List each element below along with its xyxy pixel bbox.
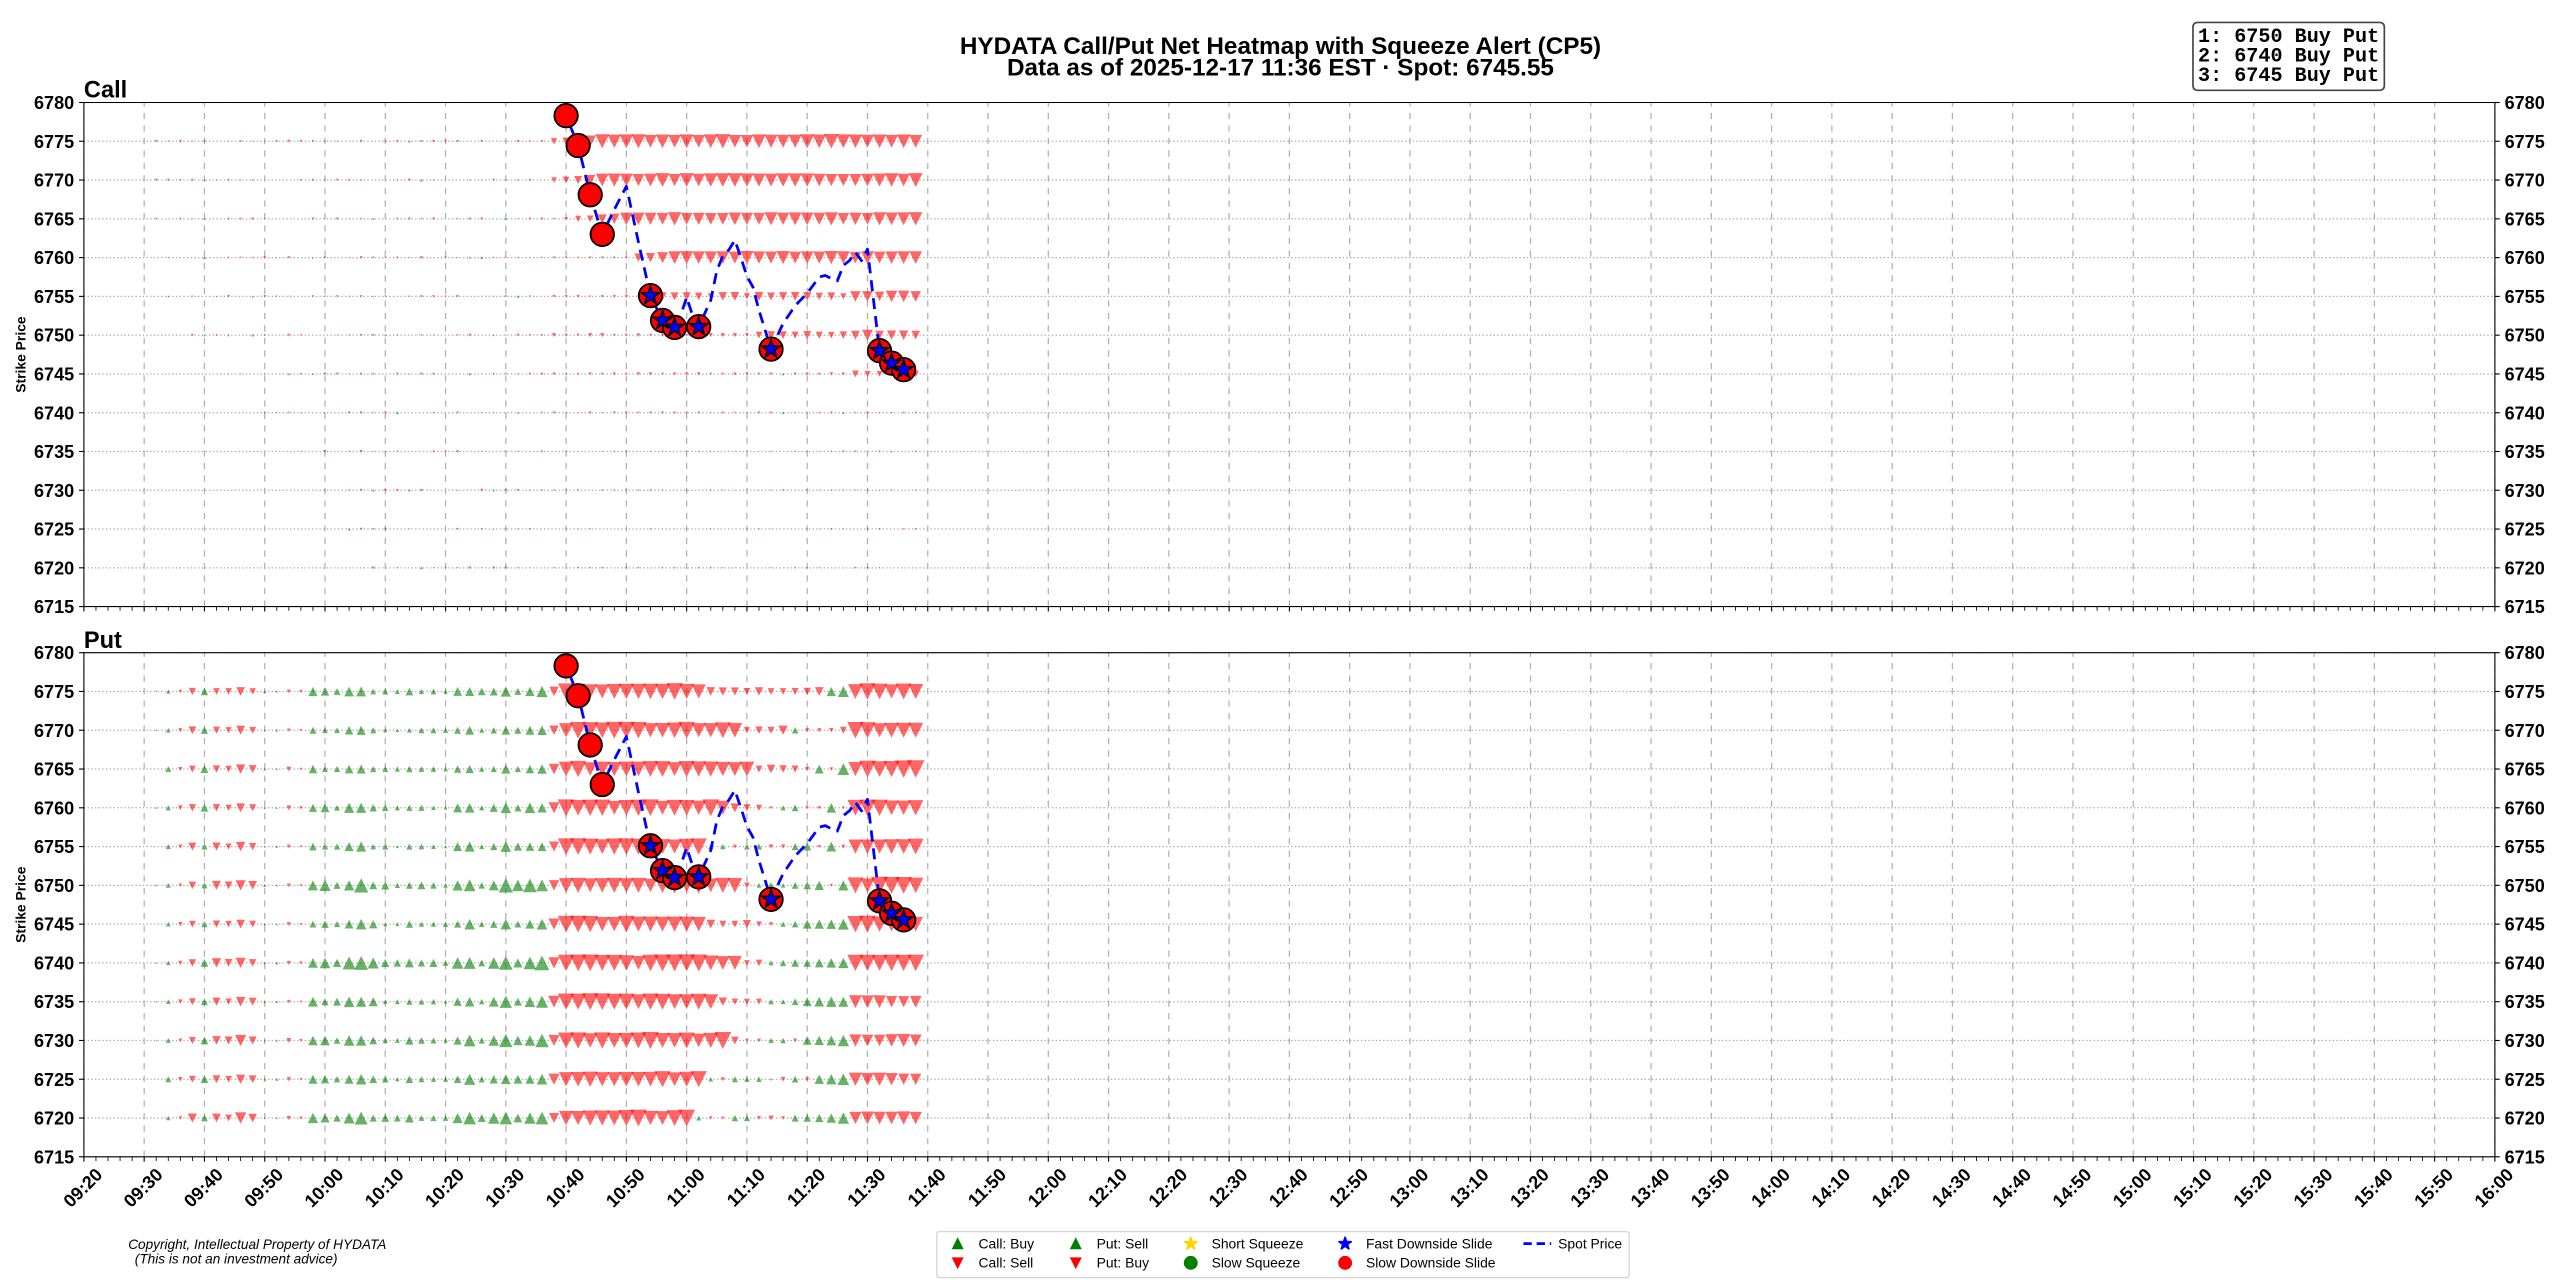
svg-text:6730: 6730	[34, 481, 74, 501]
svg-text:Slow Squeeze: Slow Squeeze	[1212, 1255, 1301, 1271]
svg-text:6780: 6780	[34, 643, 74, 663]
svg-text:6780: 6780	[34, 93, 74, 113]
svg-text:6725: 6725	[2505, 1070, 2545, 1090]
svg-text:Data as of 2025-12-17 11:36 ES: Data as of 2025-12-17 11:36 EST · Spot: …	[1007, 55, 1554, 82]
svg-text:6765: 6765	[34, 209, 74, 229]
svg-text:6760: 6760	[34, 798, 74, 818]
svg-text:3: 6745 Buy Put: 3: 6745 Buy Put	[2198, 65, 2379, 88]
svg-text:6735: 6735	[2505, 442, 2545, 462]
svg-text:6760: 6760	[34, 248, 74, 268]
svg-text:6745: 6745	[2505, 364, 2545, 384]
svg-text:6740: 6740	[2505, 403, 2545, 423]
svg-text:6750: 6750	[34, 876, 74, 896]
svg-text:6735: 6735	[34, 992, 74, 1012]
svg-text:6755: 6755	[2505, 837, 2545, 857]
svg-text:6730: 6730	[34, 1031, 74, 1051]
svg-text:6715: 6715	[2505, 1147, 2545, 1167]
svg-text:6720: 6720	[34, 1109, 74, 1129]
svg-text:Put: Put	[84, 628, 122, 654]
svg-text:Fast Downside Slide: Fast Downside Slide	[1366, 1236, 1493, 1252]
svg-text:6725: 6725	[34, 520, 74, 540]
svg-text:6740: 6740	[34, 953, 74, 973]
svg-text:6755: 6755	[34, 837, 74, 857]
svg-text:Put: Buy: Put: Buy	[1097, 1255, 1150, 1271]
svg-text:6745: 6745	[34, 364, 74, 384]
svg-text:6720: 6720	[34, 558, 74, 578]
svg-text:Slow Downside Slide: Slow Downside Slide	[1366, 1255, 1496, 1271]
svg-text:6760: 6760	[2505, 798, 2545, 818]
svg-text:Strike Price: Strike Price	[13, 866, 29, 943]
svg-text:Strike Price: Strike Price	[13, 316, 29, 393]
svg-text:Call: Buy: Call: Buy	[979, 1236, 1035, 1252]
svg-text:6720: 6720	[2505, 1109, 2545, 1129]
svg-text:6770: 6770	[2505, 171, 2545, 191]
svg-text:Spot Price: Spot Price	[1558, 1236, 1622, 1252]
svg-text:6755: 6755	[2505, 287, 2545, 307]
svg-text:6765: 6765	[2505, 760, 2545, 780]
svg-text:2: 6740 Buy Put: 2: 6740 Buy Put	[2198, 46, 2379, 69]
svg-text:(This is not an investment adv: (This is not an investment advice)	[135, 1251, 338, 1266]
svg-text:6725: 6725	[2505, 520, 2545, 540]
svg-text:6750: 6750	[2505, 876, 2545, 896]
svg-text:6745: 6745	[2505, 915, 2545, 935]
svg-text:6745: 6745	[34, 915, 74, 935]
svg-text:6760: 6760	[2505, 248, 2545, 268]
svg-text:6765: 6765	[2505, 209, 2545, 229]
svg-text:6750: 6750	[34, 326, 74, 346]
svg-text:6735: 6735	[34, 442, 74, 462]
svg-text:6770: 6770	[34, 171, 74, 191]
svg-text:6770: 6770	[34, 721, 74, 741]
svg-text:6715: 6715	[34, 597, 74, 617]
svg-text:1: 6750 Buy Put: 1: 6750 Buy Put	[2198, 26, 2379, 49]
svg-text:6780: 6780	[2505, 643, 2545, 663]
svg-text:6755: 6755	[34, 287, 74, 307]
svg-text:6725: 6725	[34, 1070, 74, 1090]
svg-text:Short Squeeze: Short Squeeze	[1212, 1236, 1304, 1252]
svg-text:6750: 6750	[2505, 326, 2545, 346]
svg-text:HYDATA Call/Put Net Heatmap wi: HYDATA Call/Put Net Heatmap with Squeeze…	[960, 33, 1601, 60]
svg-text:6740: 6740	[34, 403, 74, 423]
svg-text:Call: Sell: Call: Sell	[979, 1255, 1034, 1271]
svg-text:6720: 6720	[2505, 558, 2545, 578]
svg-text:6715: 6715	[34, 1147, 74, 1167]
svg-text:6780: 6780	[2505, 93, 2545, 113]
svg-text:6770: 6770	[2505, 721, 2545, 741]
svg-text:6775: 6775	[2505, 682, 2545, 702]
svg-text:6715: 6715	[2505, 597, 2545, 617]
svg-text:Call: Call	[84, 78, 127, 104]
svg-text:6775: 6775	[34, 132, 74, 152]
svg-text:6730: 6730	[2505, 481, 2545, 501]
svg-text:6740: 6740	[2505, 953, 2545, 973]
svg-text:6775: 6775	[2505, 132, 2545, 152]
svg-text:6775: 6775	[34, 682, 74, 702]
svg-text:6730: 6730	[2505, 1031, 2545, 1051]
svg-text:6765: 6765	[34, 760, 74, 780]
svg-text:Copyright, Intellectual Proper: Copyright, Intellectual Property of HYDA…	[128, 1237, 386, 1252]
svg-text:6735: 6735	[2505, 992, 2545, 1012]
svg-text:Put: Sell: Put: Sell	[1097, 1236, 1149, 1252]
